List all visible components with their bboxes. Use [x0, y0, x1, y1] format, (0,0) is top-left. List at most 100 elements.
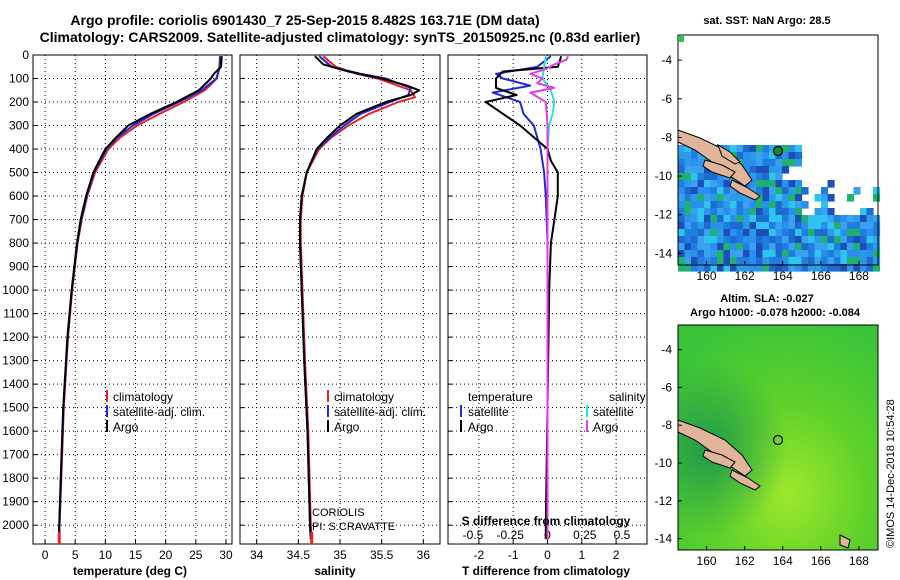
difference-panel: -2 -1 0 1 2-0.5 -0.25 0 0.25 0.5: [447, 54, 648, 562]
depth-tick-label: 1700: [2, 448, 29, 462]
x-tick-label: 35: [333, 548, 347, 562]
depth-tick-label: 500: [9, 166, 29, 180]
figure-title-line2: Climatology: CARS2009. Satellite-adjuste…: [40, 29, 641, 45]
depth-tick-label: 700: [9, 213, 29, 227]
legend-satellite-label: satellite-adj. clim.: [113, 405, 205, 419]
sst-map-title: sat. SST: NaN Argo: 28.5: [703, 15, 830, 27]
x-tick-label: 10: [99, 548, 113, 562]
difference-legend: temperature salinity satellite Argo sate…: [460, 390, 646, 528]
legend-s-satellite-label: satellite: [593, 405, 634, 419]
temperature-axis-label: temperature (deg C): [73, 564, 187, 578]
lat-tick-label: -4: [661, 343, 672, 357]
lat-tick-label: -14: [655, 532, 673, 546]
depth-tick-label: 1200: [2, 330, 29, 344]
legend-argo-label: Argo: [334, 420, 360, 434]
sla-map: Altim. SLA: -0.027 Argo h1000: -0.078 h2…: [655, 293, 879, 568]
legend-t-argo-label: Argo: [468, 420, 494, 434]
legend-satellite-label: satellite-adj. clim.: [334, 405, 426, 419]
x-tick-label: 35.5: [370, 548, 394, 562]
lat-tick-label: -10: [655, 456, 673, 470]
salinity-difference-tick-label: 0.25: [573, 528, 597, 542]
sst-map: sat. SST: NaN Argo: 28.5 -4 -6 -8 -10 -12 -14…: [655, 15, 881, 283]
depth-tick-label: 100: [9, 72, 29, 86]
x-tick-label: 0: [544, 548, 551, 562]
x-tick-label: 25: [189, 548, 203, 562]
temperature-panel: 0100200300400500600700800900100011001200…: [2, 48, 233, 562]
sla-map-axes: -4 -6 -8 -10 -12 -14 160 162 164 166 168: [655, 343, 870, 568]
salinity-legend: climatology satellite-adj. clim. Argo CO…: [312, 390, 426, 533]
depth-tick-label: 0: [22, 48, 29, 62]
lon-tick-label: 162: [735, 269, 755, 283]
x-tick-label: 0: [42, 548, 49, 562]
depth-tick-label: 900: [9, 260, 29, 274]
x-tick-label: 34: [250, 548, 264, 562]
depth-tick-label: 400: [9, 142, 29, 156]
lat-tick-label: -6: [661, 380, 672, 394]
island-landmass: [717, 143, 741, 165]
lon-tick-label: 164: [773, 269, 793, 283]
plot-frame: [32, 54, 233, 545]
lon-tick-label: 168: [849, 269, 869, 283]
x-tick-label: 20: [159, 548, 173, 562]
lat-tick-label: -14: [655, 246, 673, 260]
depth-tick-label: 1400: [2, 377, 29, 391]
island-landmass: [702, 449, 736, 469]
salinity-difference-axis-title: S difference from climatology: [462, 514, 631, 528]
sla-map-subtitle: Argo h1000: -0.078 h2000: -0.084: [690, 307, 861, 319]
x-tick-label: 2: [613, 548, 620, 562]
lat-tick-label: -4: [661, 53, 672, 67]
x-tick-label: 1: [578, 548, 585, 562]
legend-climatology-label: climatology: [113, 390, 173, 404]
argo-float-marker: [772, 145, 784, 157]
series-t-argo: [484, 55, 563, 540]
lat-tick-label: -12: [655, 494, 673, 508]
series-s-argo: [529, 55, 569, 540]
island-landmass: [729, 179, 761, 201]
depth-tick-label: 2000: [2, 518, 29, 532]
depth-tick-label: 1300: [2, 354, 29, 368]
legend-t-satellite-label: satellite: [468, 405, 509, 419]
sst-map-axes: -4 -6 -8 -10 -12 -14 160 162 164 166 168: [655, 53, 870, 283]
lon-tick-label: 160: [697, 554, 717, 568]
salinity-difference-tick-label: 0.5: [614, 528, 631, 542]
depth-tick-label: 600: [9, 189, 29, 203]
lon-tick-label: 166: [811, 269, 831, 283]
depth-tick-label: 1000: [2, 283, 29, 297]
lon-tick-label: 160: [697, 269, 717, 283]
legend-temperature-header: temperature: [468, 390, 533, 404]
salinity-axis-label: salinity: [314, 564, 356, 578]
depth-tick-label: 1600: [2, 424, 29, 438]
timestamp-watermark: ©IMOS 14-Dec-2018 10:54:28: [885, 399, 897, 548]
x-tick-label: 34.5: [287, 548, 311, 562]
depth-tick-label: 1800: [2, 471, 29, 485]
depth-tick-label: 300: [9, 119, 29, 133]
t-difference-axis-label: T difference from climatology: [462, 564, 630, 578]
legend-s-argo-label: Argo: [593, 420, 619, 434]
x-tick-label: -1: [508, 548, 519, 562]
lon-tick-label: 168: [849, 554, 869, 568]
lat-tick-label: -8: [661, 418, 672, 432]
legend-argo-label: Argo: [113, 420, 139, 434]
institution-annotation: CORIOLIS: [312, 507, 365, 519]
depth-tick-label: 1900: [2, 495, 29, 509]
x-tick-label: 5: [72, 548, 79, 562]
argo-float-marker: [772, 434, 784, 446]
lon-tick-label: 164: [773, 554, 793, 568]
x-tick-label: 15: [129, 548, 143, 562]
x-tick-label: -2: [474, 548, 485, 562]
pi-annotation: PI: S.CRAVATTE: [312, 521, 395, 533]
legend-climatology-label: climatology: [334, 390, 394, 404]
sla-map-title: Altim. SLA: -0.027: [720, 293, 814, 305]
island-landmass: [839, 534, 851, 549]
depth-tick-label: 1500: [2, 401, 29, 415]
salinity-panel: 34 34.5 35 35.5 36: [239, 54, 441, 562]
depth-tick-label: 1100: [3, 307, 29, 321]
legend-salinity-header: salinity: [609, 390, 646, 404]
x-tick-label: 30: [219, 548, 233, 562]
lat-tick-label: -8: [661, 130, 672, 144]
x-tick-label: 36: [417, 548, 431, 562]
figure-title-line1: Argo profile: coriolis 6901430_7 25-Sep-…: [70, 12, 539, 28]
temperature-legend: climatology satellite-adj. clim. Argo: [106, 390, 205, 434]
lat-tick-label: -10: [655, 169, 673, 183]
